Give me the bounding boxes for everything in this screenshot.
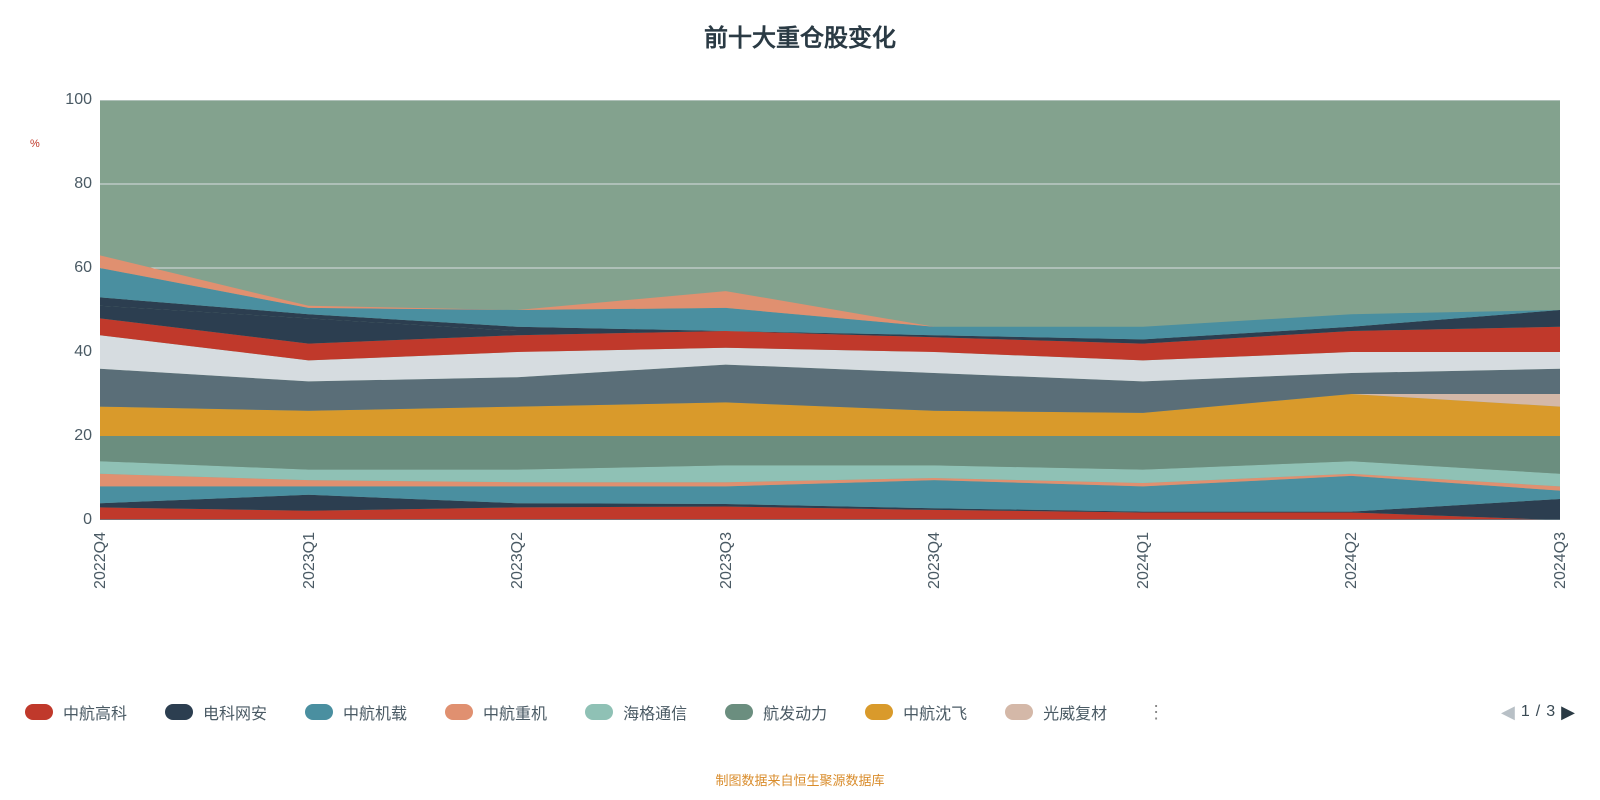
x-tick-label: 2023Q4 [926, 532, 944, 589]
pager-next-icon[interactable]: ▶ [1561, 703, 1575, 721]
pager-sep: / [1536, 703, 1540, 721]
legend-swatch [305, 704, 333, 720]
legend: 中航高科 电科网安 中航机载 中航重机 海格通信 航发动力 中航沈飞 光威复材 ⋮ ◀ 1 / 3… [25, 700, 1575, 724]
chart-title: 前十大重仓股变化 [0, 0, 1600, 53]
legend-swatch [25, 704, 53, 720]
y-tick-label: 0 [83, 511, 92, 529]
y-tick-label: 60 [74, 259, 92, 277]
legend-item[interactable]: 航发动力 [725, 700, 827, 724]
x-tick-label: 2024Q1 [1135, 532, 1153, 589]
legend-swatch [585, 704, 613, 720]
legend-label: 中航沈飞 [903, 700, 967, 724]
legend-pager: ◀ 1 / 3 ▶ [1501, 703, 1575, 721]
legend-overflow-icon: ⋮ [1145, 702, 1167, 723]
legend-label: 中航机载 [343, 700, 407, 724]
chart-area: 020406080100 2022Q42023Q12023Q22023Q3202… [50, 100, 1570, 520]
legend-item[interactable]: 中航机载 [305, 700, 407, 724]
legend-item[interactable]: 海格通信 [585, 700, 687, 724]
legend-label: 航发动力 [763, 700, 827, 724]
legend-swatch [165, 704, 193, 720]
x-tick-label: 2023Q2 [509, 532, 527, 589]
legend-swatch [725, 704, 753, 720]
x-tick-label: 2024Q3 [1552, 532, 1570, 589]
legend-swatch [865, 704, 893, 720]
stacked-area-svg [50, 100, 1570, 520]
pager-current: 1 [1521, 703, 1530, 721]
y-tick-label: 20 [74, 427, 92, 445]
legend-item[interactable]: 中航重机 [445, 700, 547, 724]
y-tick-label: 100 [65, 91, 92, 109]
legend-item[interactable]: 中航高科 [25, 700, 127, 724]
legend-label: 海格通信 [623, 700, 687, 724]
x-tick-label: 2023Q1 [301, 532, 319, 589]
pager-total: 3 [1546, 703, 1555, 721]
legend-label: 电科网安 [203, 700, 267, 724]
y-tick-label: 40 [74, 343, 92, 361]
legend-label: 中航高科 [63, 700, 127, 724]
legend-item[interactable]: 光威复材 [1005, 700, 1107, 724]
legend-swatch [1005, 704, 1033, 720]
footer-source: 制图数据来自恒生聚源数据库 [0, 770, 1600, 789]
legend-label: 中航重机 [483, 700, 547, 724]
legend-item[interactable]: 电科网安 [165, 700, 267, 724]
x-tick-label: 2022Q4 [92, 532, 110, 589]
x-tick-label: 2023Q3 [718, 532, 736, 589]
legend-label: 光威复材 [1043, 700, 1107, 724]
y-axis-unit: % [30, 138, 40, 150]
pager-prev-icon[interactable]: ◀ [1501, 703, 1515, 721]
x-tick-label: 2024Q2 [1343, 532, 1361, 589]
legend-swatch [445, 704, 473, 720]
y-tick-label: 80 [74, 175, 92, 193]
legend-item[interactable]: 中航沈飞 [865, 700, 967, 724]
